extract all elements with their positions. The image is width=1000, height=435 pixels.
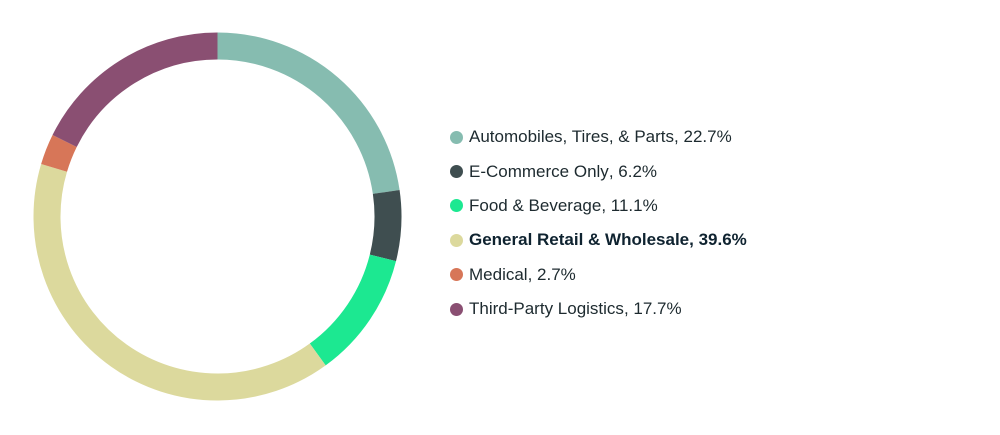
legend-item: Medical, 2.7% — [450, 258, 747, 292]
legend-separator: , — [608, 161, 619, 181]
legend-swatch — [450, 233, 463, 247]
donut-slice-4 — [41, 135, 77, 172]
legend-item: General Retail & Wholesale, 39.6% — [450, 223, 747, 257]
legend-value: 2.7% — [537, 264, 576, 284]
chart-legend: Automobiles, Tires, & Parts, 22.7% E-Comm… — [450, 120, 747, 326]
legend-item: E-Commerce Only, 6.2% — [450, 154, 747, 188]
legend-separator: , — [601, 195, 611, 215]
donut-slice-3 — [33, 164, 326, 401]
legend-label: E-Commerce Only — [469, 161, 609, 181]
donut-slice-2 — [309, 254, 397, 366]
legend-item: Automobiles, Tires, & Parts, 22.7% — [450, 120, 747, 154]
legend-separator: , — [527, 264, 538, 284]
legend-value: 11.1% — [610, 195, 658, 215]
legend-value: 39.6% — [698, 230, 747, 250]
legend-value: 22.7% — [683, 127, 732, 147]
donut-slice-5 — [52, 32, 218, 148]
legend-label: Third-Party Logistics — [469, 299, 624, 319]
legend-swatch — [450, 165, 463, 179]
legend-swatch — [450, 199, 463, 213]
donut-slice-1 — [369, 190, 402, 262]
donut-slice-0 — [217, 32, 400, 195]
legend-swatch — [450, 302, 463, 316]
legend-swatch — [450, 130, 463, 144]
legend-separator: , — [623, 299, 634, 319]
legend-separator: , — [674, 127, 684, 147]
legend-label: Automobiles, Tires, & Parts — [469, 127, 675, 147]
legend-label: Food & Beverage — [469, 195, 602, 215]
legend-separator: , — [689, 230, 699, 250]
donut-chart — [33, 32, 402, 401]
legend-label: General Retail & Wholesale — [469, 230, 690, 250]
legend-value: 17.7% — [633, 299, 682, 319]
legend-value: 6.2% — [618, 161, 658, 181]
legend-swatch — [450, 268, 463, 282]
legend-item: Third-Party Logistics, 17.7% — [450, 292, 747, 326]
legend-item: Food & Beverage, 11.1% — [450, 189, 747, 223]
legend-label: Medical — [469, 264, 528, 284]
